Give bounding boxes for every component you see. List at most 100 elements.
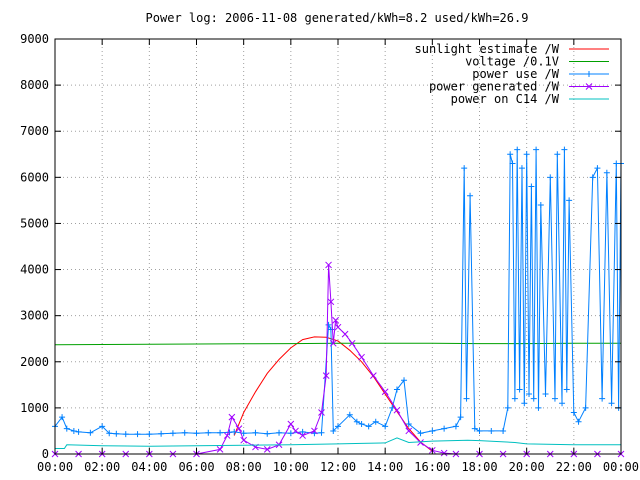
data-point [405,421,412,428]
data-point [335,423,341,430]
data-point [530,395,537,402]
series-sunlight-estimate-w [233,336,433,452]
legend-label: power generated /W [429,80,560,94]
data-point [542,391,549,398]
data-point [330,427,337,434]
data-point [551,395,558,402]
data-point [318,429,325,436]
data-point [341,330,349,338]
data-point [526,391,533,398]
data-point [216,446,224,453]
data-point [325,321,332,328]
data-point [537,202,544,208]
data-point [240,436,248,444]
x-tick-label: 08:00 [226,460,262,474]
data-point [358,421,365,428]
x-tick-label: 00:00 [37,460,73,474]
data-point [563,386,570,393]
data-point [554,151,561,158]
y-tick-label: 9000 [20,32,49,46]
data-point [476,427,483,434]
data-point [511,395,518,402]
data-point [235,425,243,432]
data-point [276,429,283,436]
data-point [516,386,523,393]
data-point [372,418,379,425]
y-tick-label: 3000 [20,309,49,323]
data-point [393,386,400,393]
x-tick-label: 02:00 [84,460,120,474]
series-line [54,342,621,346]
data-point [471,425,478,432]
data-point [223,432,231,439]
data-point [504,404,511,411]
data-point [500,427,507,434]
legend-label: sunlight estimate /W [415,42,560,56]
series-voltage-0-1v [54,342,621,346]
data-point [327,298,335,306]
data-point [440,449,448,457]
data-point [353,418,360,425]
data-point [329,339,337,347]
x-tick-label: 06:00 [178,460,214,474]
x-tick-label: 18:00 [461,460,497,474]
data-point [332,316,339,324]
data-point [382,423,389,430]
data-point [401,377,408,384]
data-point [70,427,77,434]
data-point [589,174,596,181]
x-tick-label: 00:00 [603,460,639,474]
legend-label: power use /W [472,67,559,81]
x-tick-label: 10:00 [273,460,309,474]
y-tick-label: 2000 [20,355,49,369]
data-point [561,146,568,153]
data-point [181,429,188,436]
x-tick-label: 16:00 [414,460,450,474]
data-point [205,429,212,436]
data-point [299,432,306,439]
data-point [59,414,66,421]
data-point [122,431,129,438]
data-point [113,430,120,437]
data-point [441,425,448,432]
data-point [334,323,342,331]
data-point [488,427,495,434]
data-point [523,151,530,158]
data-point [63,425,70,432]
data-point [99,423,106,430]
data-point [603,169,610,176]
y-tick-label: 0 [42,447,49,461]
data-point [521,400,528,407]
series-line [54,149,622,435]
data-point [393,406,401,414]
data-point [535,404,542,411]
data-point [429,427,436,434]
data-point [575,418,582,425]
data-point [263,446,271,453]
axis-ticks: 0 1000 2000 3000 4000 5000 6000 7000 8000 9000 00:… [20,32,639,474]
data-point [417,439,424,446]
data-point [193,430,200,437]
series-line [55,437,621,449]
data-point [325,261,332,269]
data-point [452,423,459,430]
y-tick-label: 1000 [20,401,49,415]
data-point [134,431,141,438]
data-point [405,427,413,435]
series-power-on-c14-w [55,437,621,449]
data-point [533,146,540,153]
data-point [559,400,566,407]
data-point [509,160,516,167]
data-point [358,353,365,361]
y-tick-label: 4000 [20,263,49,277]
data-point [594,165,601,172]
data-point [228,413,236,421]
data-point [370,372,377,379]
data-point [169,430,176,437]
data-point [240,430,247,437]
y-tick-label: 7000 [20,124,49,138]
data-point [417,430,424,437]
data-point [463,395,470,402]
legend-label: power on C14 /W [451,92,560,106]
